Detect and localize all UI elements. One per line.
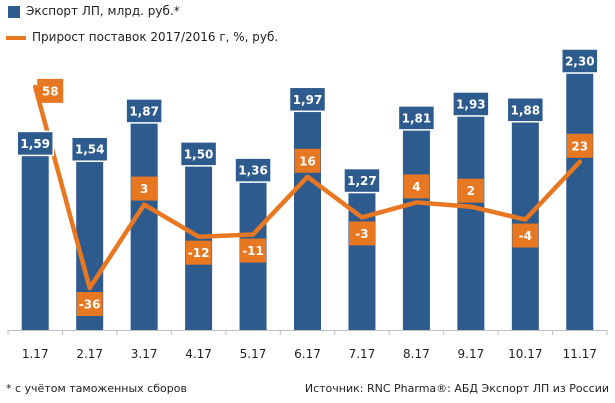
bar-value-box xyxy=(506,97,545,123)
line-value-box xyxy=(76,292,103,317)
line-value-box xyxy=(457,178,484,203)
x-tick-label: 11.17 xyxy=(563,347,597,361)
legend-bar-label: Экспорт ЛП, млрд. руб.* xyxy=(26,4,180,18)
line-value-label: 58 xyxy=(42,84,59,98)
line-value-label: 2 xyxy=(467,184,475,198)
source-note: Источник: RNC Pharma®: АБД Экспорт ЛП из… xyxy=(304,382,609,395)
bar xyxy=(457,105,485,330)
x-tick-label: 3.17 xyxy=(131,347,158,361)
line-value-box xyxy=(240,238,267,263)
line-value-box xyxy=(37,78,64,103)
x-tick-label: 8.17 xyxy=(403,347,430,361)
x-tick-label: 5.17 xyxy=(240,347,267,361)
line-value-box xyxy=(185,240,212,265)
bar xyxy=(294,101,321,331)
bar-value-label: 1,88 xyxy=(511,103,541,117)
bar-value-box xyxy=(288,86,327,113)
line-value-label: 23 xyxy=(571,139,588,153)
legend-line-swatch xyxy=(6,36,26,40)
footnote: * с учётом таможенных сборов xyxy=(6,382,187,395)
bar-value-label: 1,59 xyxy=(20,137,50,151)
legend-bar-swatch xyxy=(8,6,20,18)
line-value-label: -4 xyxy=(519,229,532,243)
bar-value-box xyxy=(16,130,54,157)
line-value-label: -12 xyxy=(188,246,210,260)
line-value-label: -36 xyxy=(79,298,101,312)
bar-value-label: 1,81 xyxy=(402,111,432,125)
line-value-label: -11 xyxy=(242,244,264,258)
bar-value-label: 1,54 xyxy=(75,143,105,157)
x-tick-label: 2.17 xyxy=(76,347,103,361)
bar-value-box xyxy=(234,157,272,183)
line-value-box xyxy=(566,133,593,158)
line-value-box xyxy=(512,223,539,248)
line-value-label: 3 xyxy=(140,182,148,196)
bar-value-label: 1,36 xyxy=(238,164,268,178)
bar-value-label: 1,27 xyxy=(347,174,377,188)
bar-value-label: 1,50 xyxy=(184,147,214,161)
line-value-box xyxy=(348,221,375,246)
line-value-label: 4 xyxy=(412,180,420,194)
x-tick-label: 1.17 xyxy=(22,347,49,361)
bar-value-label: 1,97 xyxy=(293,93,323,107)
bar-value-label: 1,93 xyxy=(456,97,486,111)
bar-value-label: 2,30 xyxy=(565,55,595,69)
x-tick-label: 4.17 xyxy=(185,347,212,361)
x-tick-label: 10.17 xyxy=(508,347,542,361)
bar xyxy=(402,119,430,331)
line-value-label: -3 xyxy=(355,227,368,241)
bar-value-box xyxy=(70,136,109,162)
line-value-box xyxy=(131,176,158,201)
bar-value-box xyxy=(343,167,381,194)
bar xyxy=(566,63,594,330)
bar xyxy=(21,145,49,330)
bar-value-box xyxy=(561,48,599,74)
line-value-box xyxy=(294,148,321,173)
x-tick-label: 6.17 xyxy=(294,347,321,361)
line-value-box xyxy=(403,174,430,199)
bar-value-label: 1,87 xyxy=(129,104,159,118)
bar xyxy=(348,182,376,330)
x-tick-label: 7.17 xyxy=(349,347,376,361)
bar-value-box xyxy=(452,91,490,117)
bar-value-box xyxy=(397,105,436,131)
x-tick-label: 9.17 xyxy=(458,347,485,361)
bar-value-box xyxy=(179,141,218,167)
legend-line-label: Прирост поставок 2017/2016 г, %, руб. xyxy=(32,30,279,44)
line-value-label: 16 xyxy=(299,154,316,168)
bar-value-box xyxy=(125,98,163,124)
